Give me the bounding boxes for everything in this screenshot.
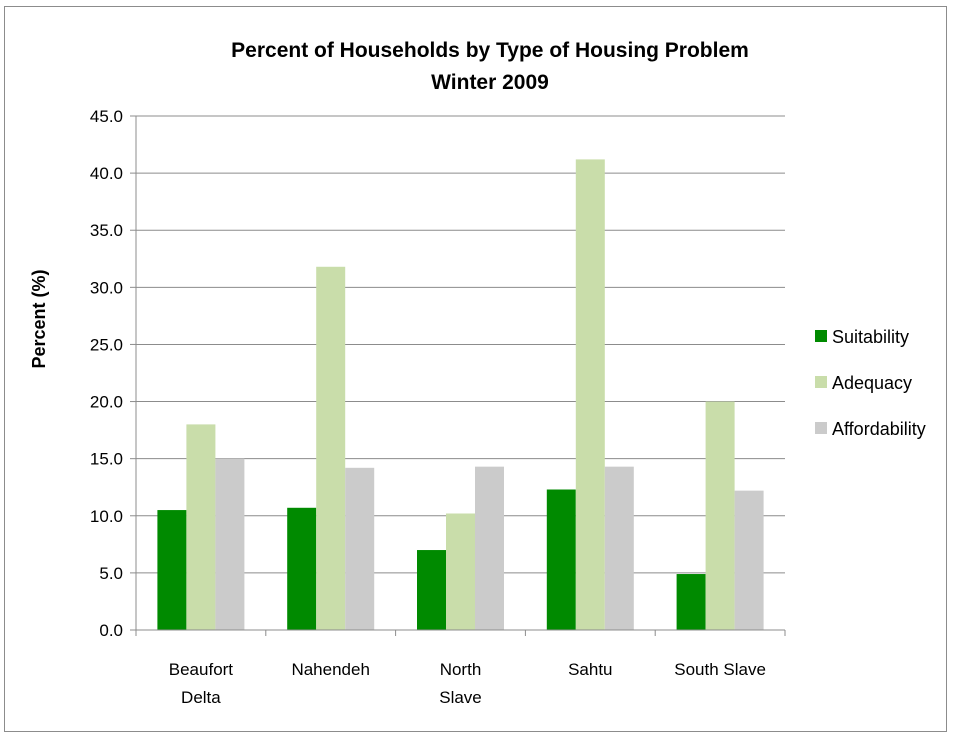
y-tick-label: 5.0 <box>99 564 123 583</box>
bar <box>676 574 706 630</box>
y-tick-label: 10.0 <box>90 507 123 526</box>
category-labels: Beaufort Delta Nahendeh North Slave Sahtu Sout… <box>169 660 766 707</box>
bar <box>157 510 187 630</box>
axes <box>135 116 786 636</box>
bar <box>705 401 735 630</box>
legend: Suitability Adequacy Affordability <box>815 327 926 439</box>
bar <box>546 489 576 630</box>
bar <box>446 513 475 630</box>
legend-swatch <box>815 330 827 342</box>
category-label: North <box>440 660 482 679</box>
y-tick-label: 0.0 <box>99 621 123 640</box>
bar <box>186 424 216 630</box>
y-tick-label: 40.0 <box>90 164 123 183</box>
bar <box>287 507 317 630</box>
chart-subtitle: Winter 2009 <box>431 71 549 94</box>
y-tick-label: 15.0 <box>90 450 123 469</box>
legend-label: Affordability <box>832 419 926 439</box>
bar <box>575 159 605 630</box>
category-label: Beaufort <box>169 660 234 679</box>
legend-swatch <box>815 376 827 388</box>
category-label: Sahtu <box>568 660 612 679</box>
y-axis-title: Percent (%) <box>29 269 49 368</box>
bar <box>734 490 764 630</box>
category-label: Delta <box>181 688 221 707</box>
bar <box>316 266 346 630</box>
legend-label: Adequacy <box>832 373 912 393</box>
y-tick-label: 35.0 <box>90 221 123 240</box>
y-tick-label: 20.0 <box>90 393 123 412</box>
bar <box>345 467 375 630</box>
bar <box>604 466 634 630</box>
y-tick-label: 45.0 <box>90 107 123 126</box>
y-tick-label: 30.0 <box>90 278 123 297</box>
bars <box>157 159 764 630</box>
bar <box>215 458 245 630</box>
chart: Percent of Households by Type of Housing… <box>29 39 926 707</box>
bar <box>475 466 504 630</box>
bar <box>417 550 446 630</box>
y-tick-labels: 0.0 5.0 10.0 15.0 20.0 25.0 30.0 35.0 40.0 45.0 <box>90 107 123 640</box>
legend-swatch <box>815 422 827 434</box>
chart-title: Percent of Households by Type of Housing… <box>231 39 749 62</box>
category-label: South Slave <box>674 660 766 679</box>
category-label: Nahendeh <box>291 660 369 679</box>
legend-label: Suitability <box>832 327 909 347</box>
chart-frame: Percent of Households by Type of Housing… <box>4 6 947 732</box>
category-label: Slave <box>439 688 482 707</box>
y-tick-label: 25.0 <box>90 335 123 354</box>
